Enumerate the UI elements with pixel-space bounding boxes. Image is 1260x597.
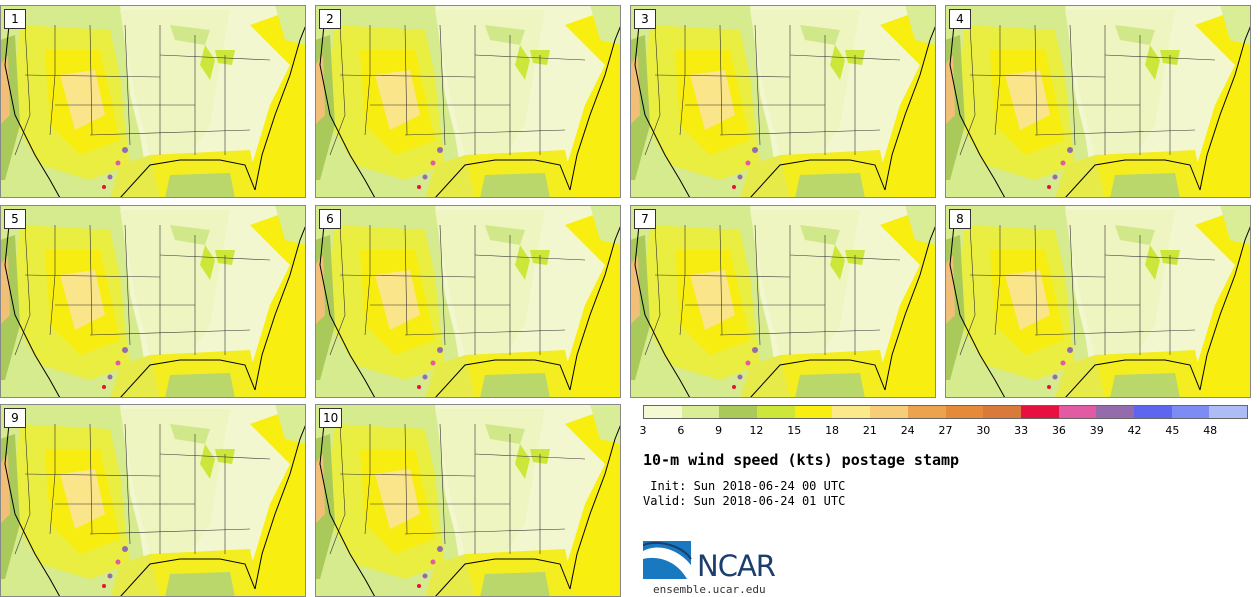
colorbar-tick-label: 36 <box>1051 424 1066 437</box>
colorbar-swatch <box>907 406 946 418</box>
member-panel-1: 1 <box>0 5 306 198</box>
colorbar-tick-label: 39 <box>1089 424 1104 437</box>
colorbar-swatch <box>945 406 984 418</box>
wind-map-5 <box>0 205 306 398</box>
member-label: 7 <box>634 209 656 229</box>
colorbar-swatch <box>1020 406 1059 418</box>
colorbar-tick-label: 18 <box>825 424 840 437</box>
member-label: 3 <box>634 9 656 29</box>
wind-map-4 <box>945 5 1251 198</box>
colorbar-swatch <box>832 406 871 418</box>
wind-map-3 <box>630 5 936 198</box>
colorbar-swatch <box>757 406 795 418</box>
colorbar-ticks: 3 6 9 12 15 18 21 24 27 30 33 36 39 42 45 48 <box>639 424 1248 438</box>
colorbar-tick-label: 30 <box>976 424 991 437</box>
plot-title: 10-m wind speed (kts) postage stamp <box>643 451 960 469</box>
colorbar-tick-label: 27 <box>938 424 953 437</box>
member-label: 8 <box>949 209 971 229</box>
colorbar <box>643 405 1248 419</box>
logo-url: ensemble.ucar.edu <box>653 583 766 596</box>
colorbar-swatch <box>794 406 833 418</box>
colorbar-swatch <box>681 406 720 418</box>
member-panel-8: 8 <box>945 205 1251 398</box>
ncar-logo-icon <box>643 541 692 579</box>
colorbar-swatch <box>719 406 758 418</box>
member-panel-6: 6 <box>315 205 621 398</box>
member-panel-10: 10 <box>315 404 621 597</box>
member-panel-3: 3 <box>630 5 936 198</box>
wind-map-1 <box>0 5 306 198</box>
member-label: 6 <box>319 209 341 229</box>
colorbar-tick-label: 45 <box>1165 424 1180 437</box>
valid-time: Valid: Sun 2018-06-24 01 UTC <box>643 494 846 508</box>
colorbar-swatch <box>1096 406 1134 418</box>
wind-map-10 <box>315 404 621 597</box>
colorbar-tick-label: 48 <box>1203 424 1218 437</box>
member-label: 1 <box>4 9 26 29</box>
colorbar-tick-label: 3 <box>639 424 647 437</box>
wind-map-8 <box>945 205 1251 398</box>
member-panel-7: 7 <box>630 205 936 398</box>
colorbar-tick-label: 24 <box>900 424 915 437</box>
wind-map-7 <box>630 205 936 398</box>
colorbar-swatch <box>870 406 908 418</box>
member-panel-5: 5 <box>0 205 306 398</box>
member-label: 5 <box>4 209 26 229</box>
colorbar-tick-label: 6 <box>677 424 685 437</box>
colorbar-tick-label: 9 <box>715 424 723 437</box>
member-label: 9 <box>4 408 26 428</box>
wind-map-6 <box>315 205 621 398</box>
wind-map-2 <box>315 5 621 198</box>
colorbar-swatch <box>1133 406 1172 418</box>
colorbar-swatch <box>1209 406 1247 418</box>
colorbar-tick-label: 12 <box>749 424 764 437</box>
colorbar-tick-label: 42 <box>1127 424 1142 437</box>
colorbar-swatch <box>983 406 1021 418</box>
member-panel-2: 2 <box>315 5 621 198</box>
init-time: Init: Sun 2018-06-24 00 UTC <box>643 479 846 493</box>
logo-text: NCAR <box>697 549 776 583</box>
member-label: 10 <box>319 408 343 428</box>
colorbar-swatch <box>1058 406 1097 418</box>
colorbar-tick-label: 21 <box>862 424 877 437</box>
colorbar-swatch <box>644 406 682 418</box>
wind-map-9 <box>0 404 306 597</box>
member-panel-4: 4 <box>945 5 1251 198</box>
member-label: 2 <box>319 9 341 29</box>
colorbar-tick-label: 33 <box>1014 424 1029 437</box>
member-label: 4 <box>949 9 971 29</box>
member-panel-9: 9 <box>0 404 306 597</box>
colorbar-tick-label: 15 <box>787 424 802 437</box>
colorbar-swatch <box>1171 406 1210 418</box>
